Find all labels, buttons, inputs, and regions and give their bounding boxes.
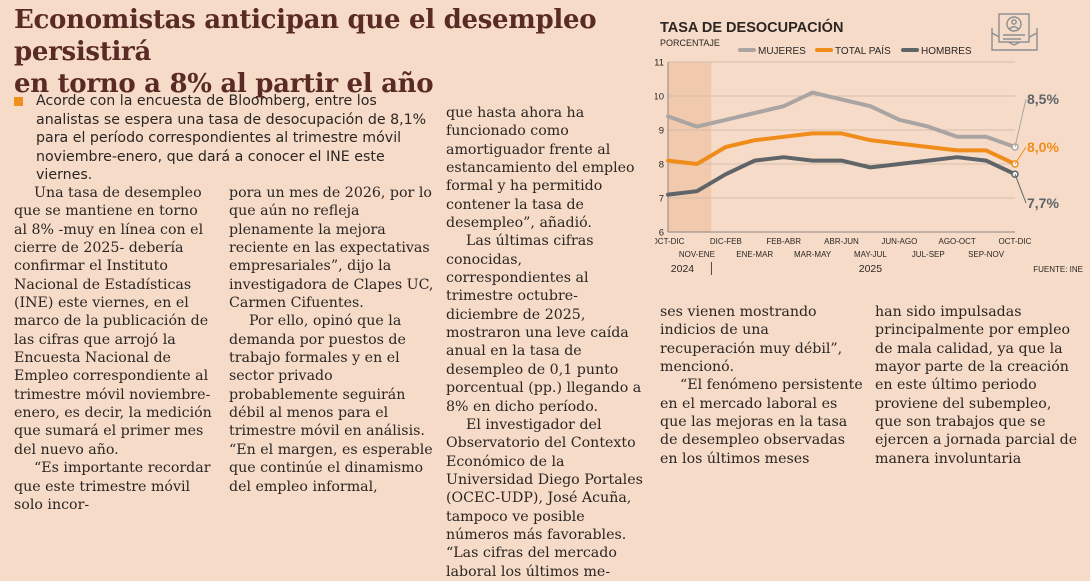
x-tick-label: ABR-JUN (824, 237, 859, 246)
end-label-leader (1014, 174, 1027, 204)
chart-title: TASA DE DESOCUPACIÓN (660, 18, 843, 36)
unemployment-chart: TASA DE DESOCUPACIÓN PORCENTAJE MUJERES T… (655, 13, 1083, 275)
text-column-5: han sido impulsadas principalmente por e… (875, 303, 1080, 468)
shaded-period (668, 62, 712, 232)
document-person-icon (991, 13, 1038, 51)
y-tick-label: 7 (659, 194, 664, 205)
chart-source: FUENTE: INE (1033, 265, 1083, 274)
series-end-label: 8,0% (1027, 139, 1059, 155)
y-tick-label: 6 (659, 228, 664, 239)
headline-line-2: en torno a 8% al partir el año (14, 69, 434, 99)
x-tick-label: MAY-JUL (854, 250, 887, 259)
year-label: 2024 (671, 263, 695, 275)
series-line (666, 131, 1017, 166)
paragraph: pora un mes de 2026, por lo que aún no r… (229, 185, 434, 312)
end-label-leader (1014, 98, 1027, 148)
paragraph: han sido impulsadas principalmente por e… (875, 304, 1078, 467)
x-tick-label: OCT-DIC (655, 237, 685, 246)
y-tick-label: 9 (659, 126, 664, 137)
year-label: 2025 (859, 263, 883, 275)
x-tick-label: MAR-MAY (794, 250, 832, 259)
x-tick-label: OCT-DIC (999, 237, 1032, 246)
paragraph: Por ello, opinó que la demanda por puest… (229, 313, 433, 495)
headline: Economistas anticipan que el desempleo p… (14, 4, 644, 100)
legend-label: HOMBRES (921, 46, 972, 57)
y-tick-label: 11 (655, 58, 664, 69)
legend-label: TOTAL PAÍS (835, 44, 891, 57)
series-line (666, 90, 1017, 149)
text-column-3: que hasta ahora ha funcionado como amort… (446, 104, 646, 581)
y-tick-label: 10 (655, 92, 664, 103)
chart-plot-area: 6 7 8 9 10 11 OCT-DIC NOV-ENE DIC-FEB ENE-MAR FEB-… (655, 58, 1059, 275)
x-tick-label: JUN-AGO (881, 237, 917, 246)
paragraph: “El fenómeno persistente en el mercado l… (660, 377, 863, 467)
y-tick-label: 8 (659, 160, 664, 171)
headline-line-1: Economistas anticipan que el desempleo p… (14, 5, 597, 67)
x-tick-label: NOV-ENE (679, 250, 715, 259)
chart-ylabel: PORCENTAJE (660, 38, 720, 48)
x-tick-label: JUL-SEP (912, 250, 945, 259)
text-column-1: Una tasa de desempleo que se mantiene en… (14, 184, 214, 514)
text-column-4: ses vienen mostrando indicios de una rec… (660, 303, 865, 468)
series-line (666, 155, 1017, 197)
lead-text: Acorde con la encuesta de Bloomberg, ent… (36, 93, 427, 184)
series-end-label: 7,7% (1027, 195, 1059, 211)
end-label-leader (1014, 146, 1027, 165)
paragraph: El investigador del Observatorio del Con… (446, 416, 643, 580)
paragraph: ses vienen mostrando indicios de una rec… (660, 304, 843, 376)
legend-label: MUJERES (758, 46, 806, 57)
x-tick-label: ENE-MAR (736, 250, 773, 259)
paragraph: que hasta ahora ha funcionado como amort… (446, 105, 635, 232)
chart-legend: MUJERES TOTAL PAÍS HOMBRES (738, 44, 972, 57)
x-tick-label: FEB-ABR (766, 237, 801, 246)
paragraph: Las últimas cifras conocidas, correspond… (446, 233, 642, 415)
orange-square-bullet-icon (14, 97, 23, 106)
text-column-2: pora un mes de 2026, por lo que aún no r… (229, 184, 439, 496)
paragraph: “Es importante recordar que este trimest… (14, 460, 211, 513)
x-tick-label: DIC-FEB (710, 237, 742, 246)
x-tick-label: AGO-OCT (938, 237, 975, 246)
series-end-label: 8,5% (1027, 91, 1059, 107)
lead-paragraph: Acorde con la encuesta de Bloomberg, ent… (14, 92, 434, 185)
paragraph: Una tasa de desempleo que se mantiene en… (14, 185, 212, 458)
x-tick-label: SEP-NOV (968, 250, 1005, 259)
